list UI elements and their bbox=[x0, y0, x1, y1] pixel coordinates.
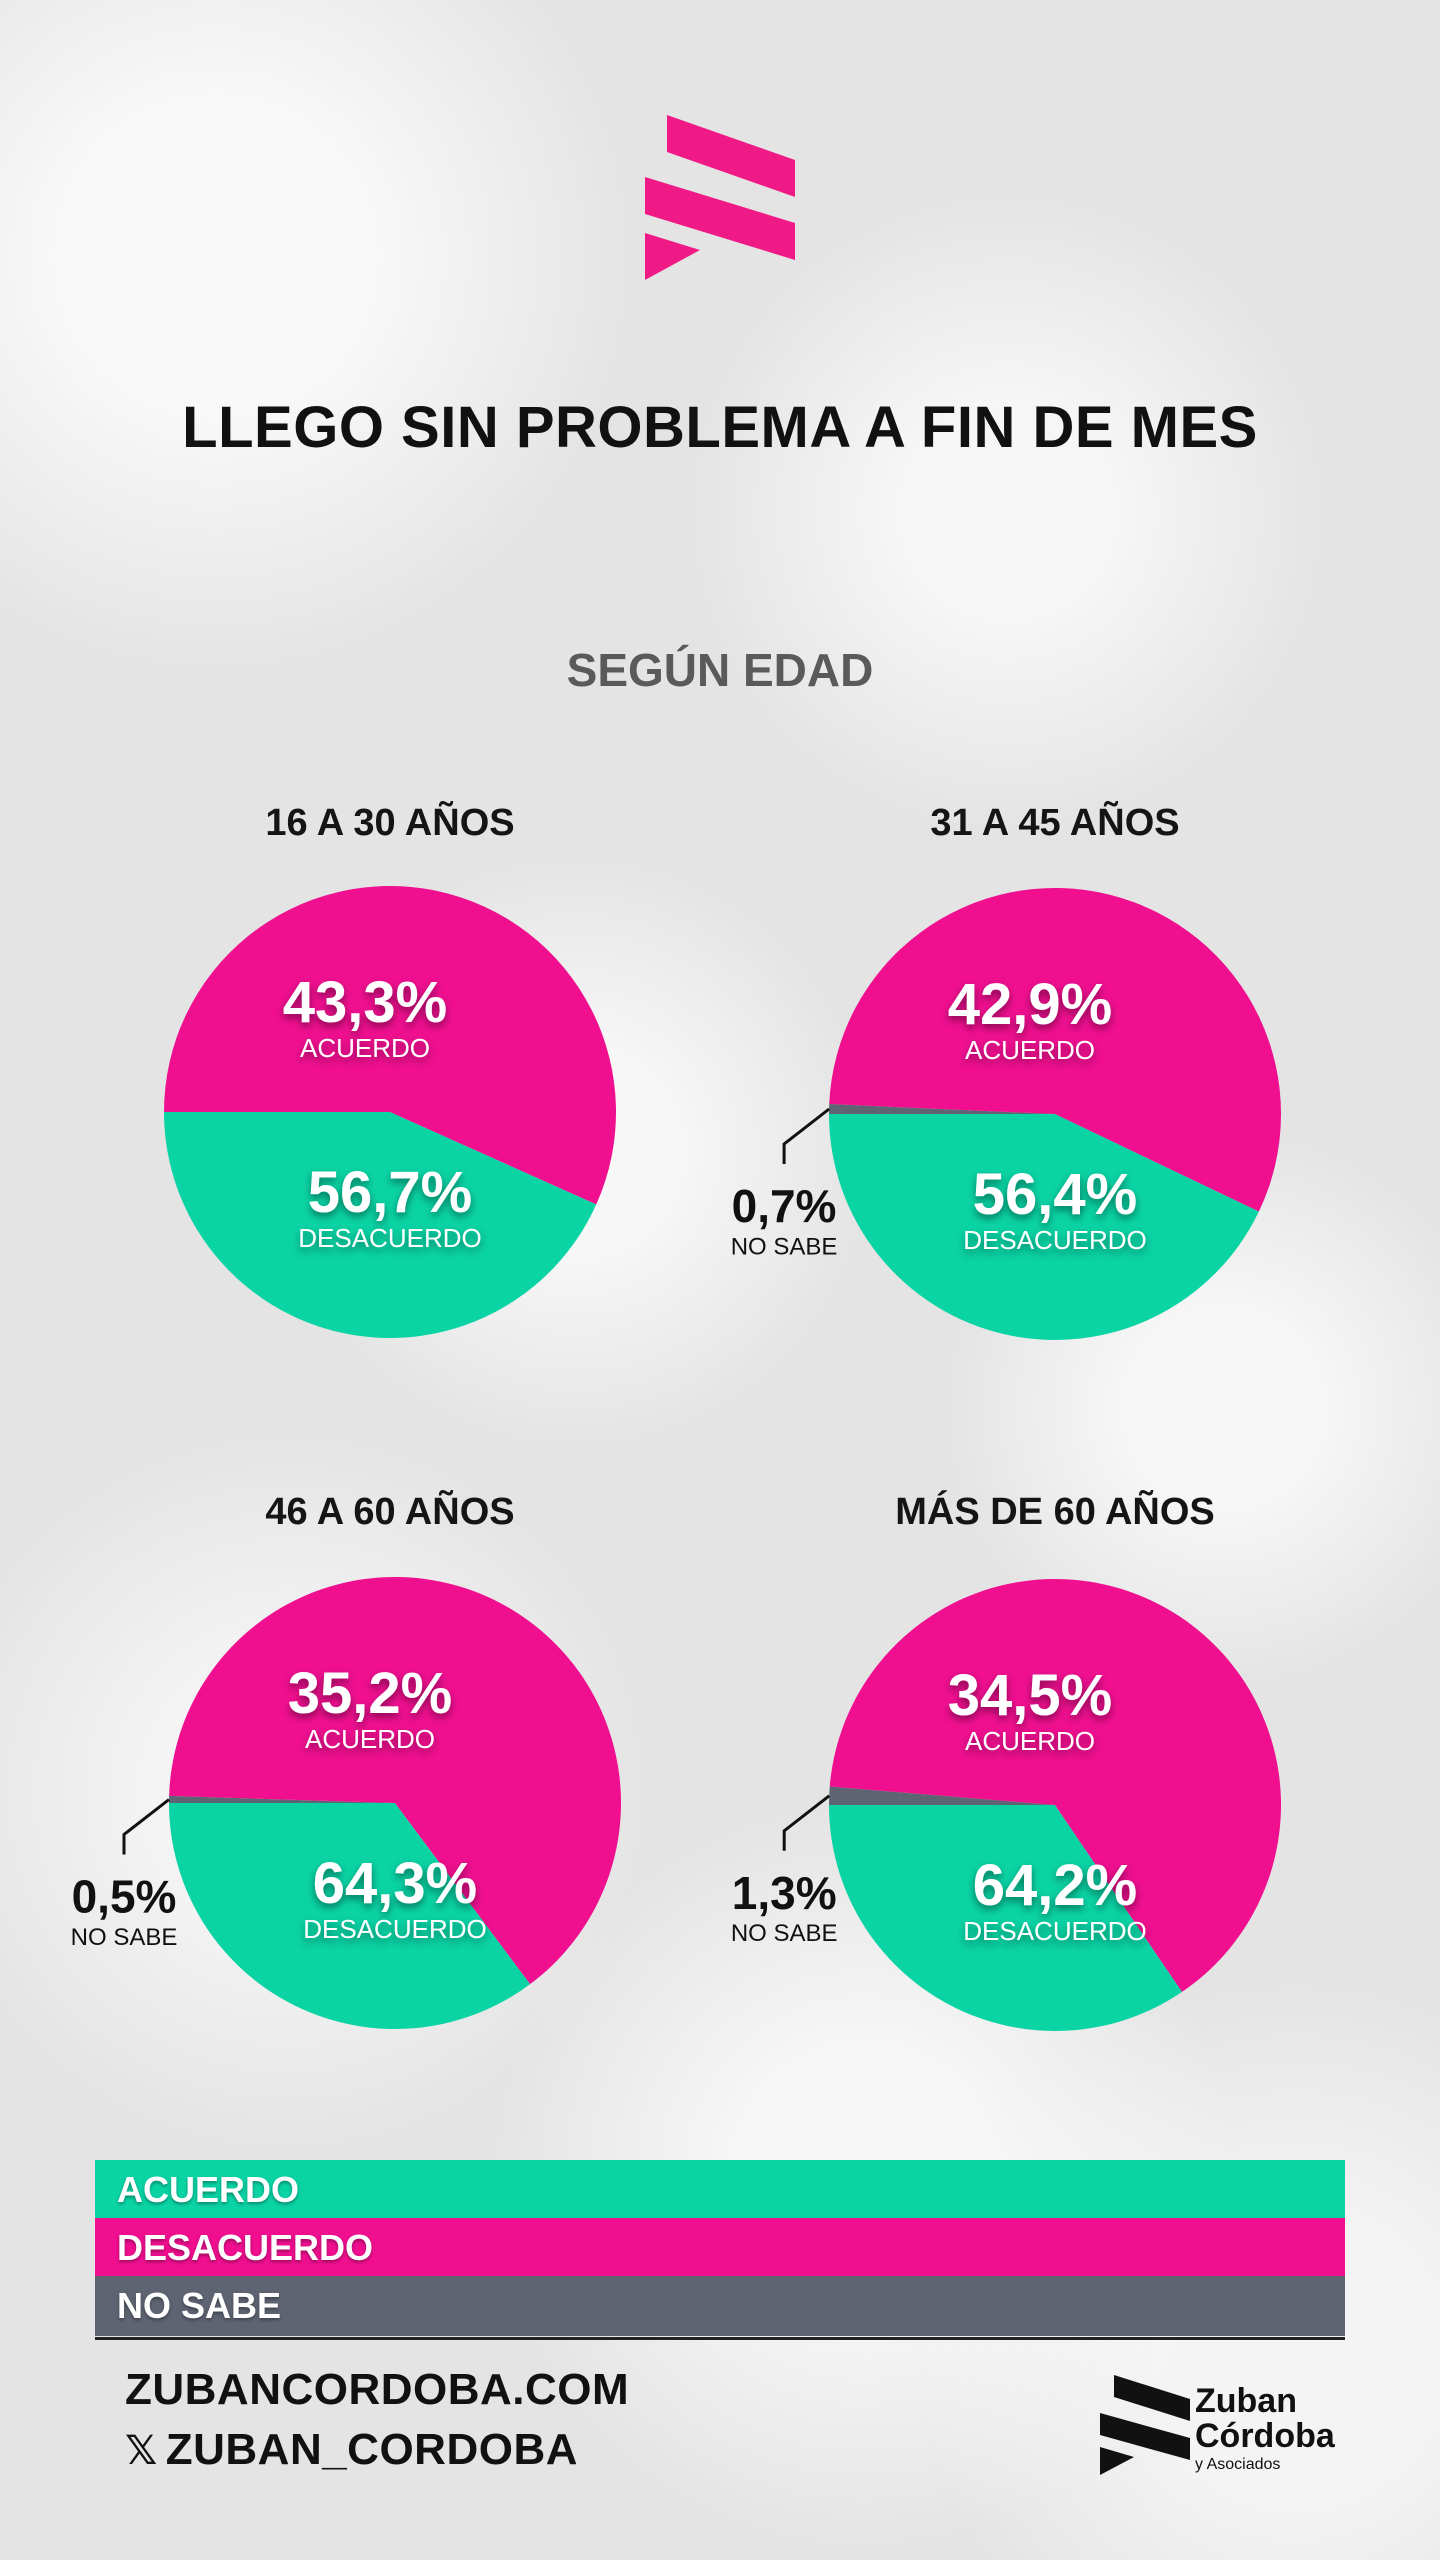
pie-4-label-acuerdo: ACUERDO bbox=[965, 1726, 1095, 1756]
pie-1 bbox=[163, 885, 616, 1338]
x-icon: 𝕏 bbox=[125, 2429, 158, 2473]
pie-4-slice-no-sabe bbox=[829, 1786, 1055, 1805]
pie-3-slice-acuerdo bbox=[169, 1803, 531, 2029]
pie-4-slice-acuerdo bbox=[829, 1805, 1183, 2031]
pie-3-leader-line bbox=[122, 1798, 170, 1855]
pie-title-4: MÁS DE 60 AÑOS bbox=[895, 1491, 1215, 1533]
pie-1-slice-desacuerdo bbox=[163, 885, 616, 1205]
pie-1-label-acuerdo: ACUERDO bbox=[300, 1033, 430, 1063]
pie-1-value-acuerdo: 43,3% bbox=[283, 970, 447, 1035]
pie-1-slice-acuerdo bbox=[164, 1112, 597, 1338]
pie-4-value-no-sabe: 1,3% bbox=[732, 1867, 837, 1919]
pie-2-value-no-sabe: 0,7% bbox=[732, 1180, 837, 1232]
legend-acuerdo-label: ACUERDO bbox=[117, 2169, 300, 2210]
pie-4-value-acuerdo: 34,5% bbox=[948, 1663, 1112, 1728]
pie-2-value-desacuerdo: 56,4% bbox=[973, 1162, 1137, 1227]
zuban-cordoba-logo-icon bbox=[645, 115, 795, 280]
pie-4-leader-line bbox=[782, 1794, 831, 1851]
footer-website[interactable]: ZUBANCORDOBA.COM bbox=[125, 2365, 630, 2414]
pie-2-label-acuerdo: ACUERDO bbox=[965, 1035, 1095, 1065]
pie-3-label-desacuerdo: DESACUERDO bbox=[303, 1914, 486, 1944]
pie-4-label-no-sabe: NO SABE bbox=[731, 1920, 838, 1947]
legend-no-sabe-label: NO SABE bbox=[117, 2285, 282, 2326]
pie-2-label-desacuerdo: DESACUERDO bbox=[963, 1225, 1146, 1255]
footer-social[interactable]: 𝕏 ZUBAN_CORDOBA bbox=[125, 2425, 578, 2475]
legend-no-sabe: NO SABE bbox=[95, 2276, 1345, 2336]
legend-divider bbox=[95, 2337, 1345, 2340]
pie-2-slice-desacuerdo bbox=[829, 887, 1282, 1212]
legend-desacuerdo: DESACUERDO bbox=[95, 2218, 1345, 2278]
brand-name-line1: Zuban bbox=[1195, 2382, 1297, 2420]
pie-title-2: 31 A 45 AÑOS bbox=[930, 802, 1180, 844]
page-title: LLEGO SIN PROBLEMA A FIN DE MES bbox=[182, 395, 1258, 460]
pie-3-label-no-sabe: NO SABE bbox=[71, 1924, 178, 1951]
page-subtitle: SEGÚN EDAD bbox=[566, 644, 874, 696]
pie-3 bbox=[169, 1576, 621, 2029]
pie-4-value-desacuerdo: 64,2% bbox=[973, 1853, 1137, 1918]
brand-name-line2: Córdoba bbox=[1195, 2417, 1335, 2455]
brand-name-line3: y Asociados bbox=[1195, 2456, 1281, 2473]
pie-3-label-acuerdo: ACUERDO bbox=[305, 1724, 435, 1754]
pie-2-slice-no-sabe bbox=[829, 1104, 1055, 1114]
pie-2-slice-acuerdo bbox=[829, 1114, 1259, 1340]
pie-2-label-no-sabe: NO SABE bbox=[731, 1233, 838, 1260]
brand-logo-icon bbox=[1100, 2375, 1190, 2475]
pie-title-3: 46 A 60 AÑOS bbox=[265, 1491, 515, 1533]
footer-social-handle: ZUBAN_CORDOBA bbox=[165, 2425, 579, 2474]
pie-2-leader-line bbox=[782, 1107, 831, 1164]
pie-3-slice-no-sabe bbox=[169, 1795, 395, 1803]
pie-4-label-desacuerdo: DESACUERDO bbox=[963, 1916, 1146, 1946]
pie-2 bbox=[829, 887, 1282, 1340]
pie-title-1: 16 A 30 AÑOS bbox=[265, 802, 515, 844]
pie-4 bbox=[829, 1579, 1281, 2031]
pie-3-value-acuerdo: 35,2% bbox=[288, 1661, 452, 1726]
pie-3-value-no-sabe: 0,5% bbox=[72, 1870, 177, 1922]
legend-desacuerdo-label: DESACUERDO bbox=[117, 2227, 374, 2268]
pie-2-value-acuerdo: 42,9% bbox=[948, 972, 1112, 1037]
pie-1-value-desacuerdo: 56,7% bbox=[308, 1160, 472, 1225]
legend-acuerdo: ACUERDO bbox=[95, 2160, 1345, 2220]
pie-4-slice-desacuerdo bbox=[829, 1579, 1281, 1992]
pie-3-slice-desacuerdo bbox=[169, 1576, 621, 1985]
pie-1-label-desacuerdo: DESACUERDO bbox=[298, 1223, 481, 1253]
pie-3-value-desacuerdo: 64,3% bbox=[313, 1851, 477, 1916]
